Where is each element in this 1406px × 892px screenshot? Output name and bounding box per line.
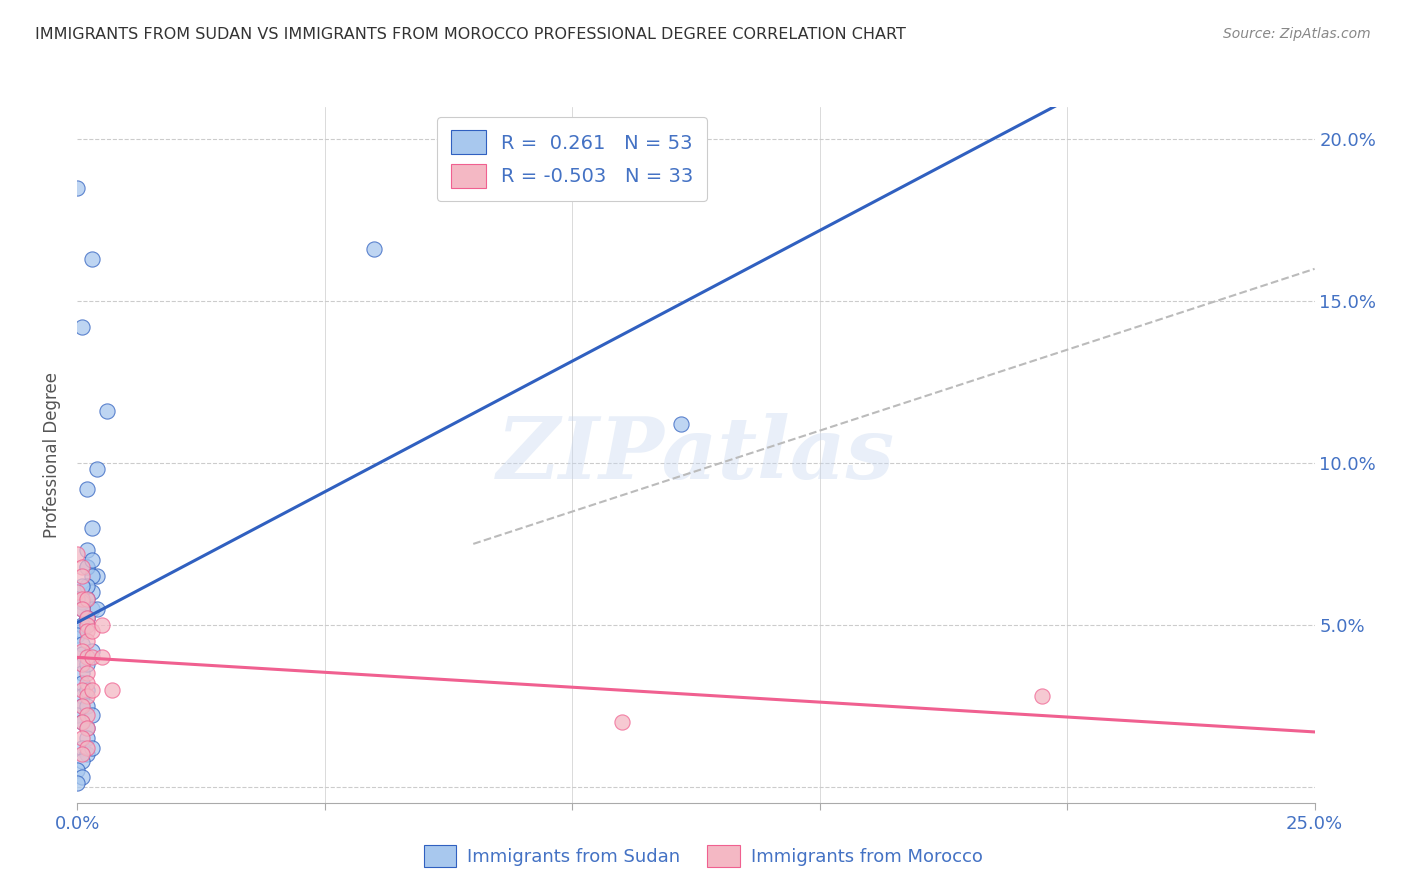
Point: [76, 617, 98, 632]
Point: [72, 689, 94, 703]
Point: [82, 521, 104, 535]
Point: [72, 647, 94, 661]
Point: [66, 627, 89, 641]
Point: [66, 547, 89, 561]
Point: [82, 553, 104, 567]
Text: IMMIGRANTS FROM SUDAN VS IMMIGRANTS FROM MOROCCO PROFESSIONAL DEGREE CORRELATION: IMMIGRANTS FROM SUDAN VS IMMIGRANTS FROM…: [35, 27, 905, 42]
Point: [72, 731, 94, 745]
Point: [72, 601, 94, 615]
Point: [72, 714, 94, 729]
Point: [72, 657, 94, 671]
Point: [86, 462, 108, 476]
Point: [76, 591, 98, 606]
Point: [72, 657, 94, 671]
Point: [86, 569, 108, 583]
Point: [66, 585, 89, 599]
Point: [72, 624, 94, 639]
Point: [76, 689, 98, 703]
Point: [66, 181, 89, 195]
Point: [76, 666, 98, 681]
Point: [82, 569, 104, 583]
Point: [72, 676, 94, 690]
Point: [82, 650, 104, 665]
Point: [82, 682, 104, 697]
Point: [76, 611, 98, 625]
Point: [76, 617, 98, 632]
Point: [76, 682, 98, 697]
Point: [76, 657, 98, 671]
Point: [76, 543, 98, 558]
Point: [66, 591, 89, 606]
Point: [76, 708, 98, 723]
Point: [72, 595, 94, 609]
Y-axis label: Professional Degree: Professional Degree: [44, 372, 62, 538]
Point: [66, 776, 89, 790]
Point: [72, 747, 94, 762]
Point: [76, 676, 98, 690]
Point: [1031, 689, 1053, 703]
Legend: Immigrants from Sudan, Immigrants from Morocco: Immigrants from Sudan, Immigrants from M…: [416, 838, 990, 874]
Point: [72, 698, 94, 713]
Point: [72, 770, 94, 784]
Point: [72, 559, 94, 574]
Point: [82, 601, 104, 615]
Legend: R =  0.261   N = 53, R = -0.503   N = 33: R = 0.261 N = 53, R = -0.503 N = 33: [437, 117, 707, 202]
Text: Source: ZipAtlas.com: Source: ZipAtlas.com: [1223, 27, 1371, 41]
Text: ZIPatlas: ZIPatlas: [496, 413, 896, 497]
Point: [72, 617, 94, 632]
Point: [91, 650, 114, 665]
Point: [76, 559, 98, 574]
Point: [82, 252, 104, 267]
Point: [76, 722, 98, 736]
Point: [72, 666, 94, 681]
Point: [610, 714, 633, 729]
Point: [101, 682, 124, 697]
Point: [76, 731, 98, 745]
Point: [72, 320, 94, 334]
Point: [76, 559, 98, 574]
Point: [72, 579, 94, 593]
Point: [76, 624, 98, 639]
Point: [82, 585, 104, 599]
Point: [82, 740, 104, 755]
Point: [669, 417, 692, 432]
Point: [76, 634, 98, 648]
Point: [66, 764, 89, 778]
Point: [72, 637, 94, 651]
Point: [72, 569, 94, 583]
Point: [91, 617, 114, 632]
Point: [82, 624, 104, 639]
Point: [82, 643, 104, 657]
Point: [66, 708, 89, 723]
Point: [76, 650, 98, 665]
Point: [72, 754, 94, 768]
Point: [76, 591, 98, 606]
Point: [76, 611, 98, 625]
Point: [82, 708, 104, 723]
Point: [76, 747, 98, 762]
Point: [72, 698, 94, 713]
Point: [76, 722, 98, 736]
Point: [72, 601, 94, 615]
Point: [72, 714, 94, 729]
Point: [72, 740, 94, 755]
Point: [96, 404, 118, 418]
Point: [76, 611, 98, 625]
Point: [86, 601, 108, 615]
Point: [76, 698, 98, 713]
Point: [76, 482, 98, 496]
Point: [72, 591, 94, 606]
Point: [363, 243, 385, 257]
Point: [76, 740, 98, 755]
Point: [72, 643, 94, 657]
Point: [72, 682, 94, 697]
Point: [76, 579, 98, 593]
